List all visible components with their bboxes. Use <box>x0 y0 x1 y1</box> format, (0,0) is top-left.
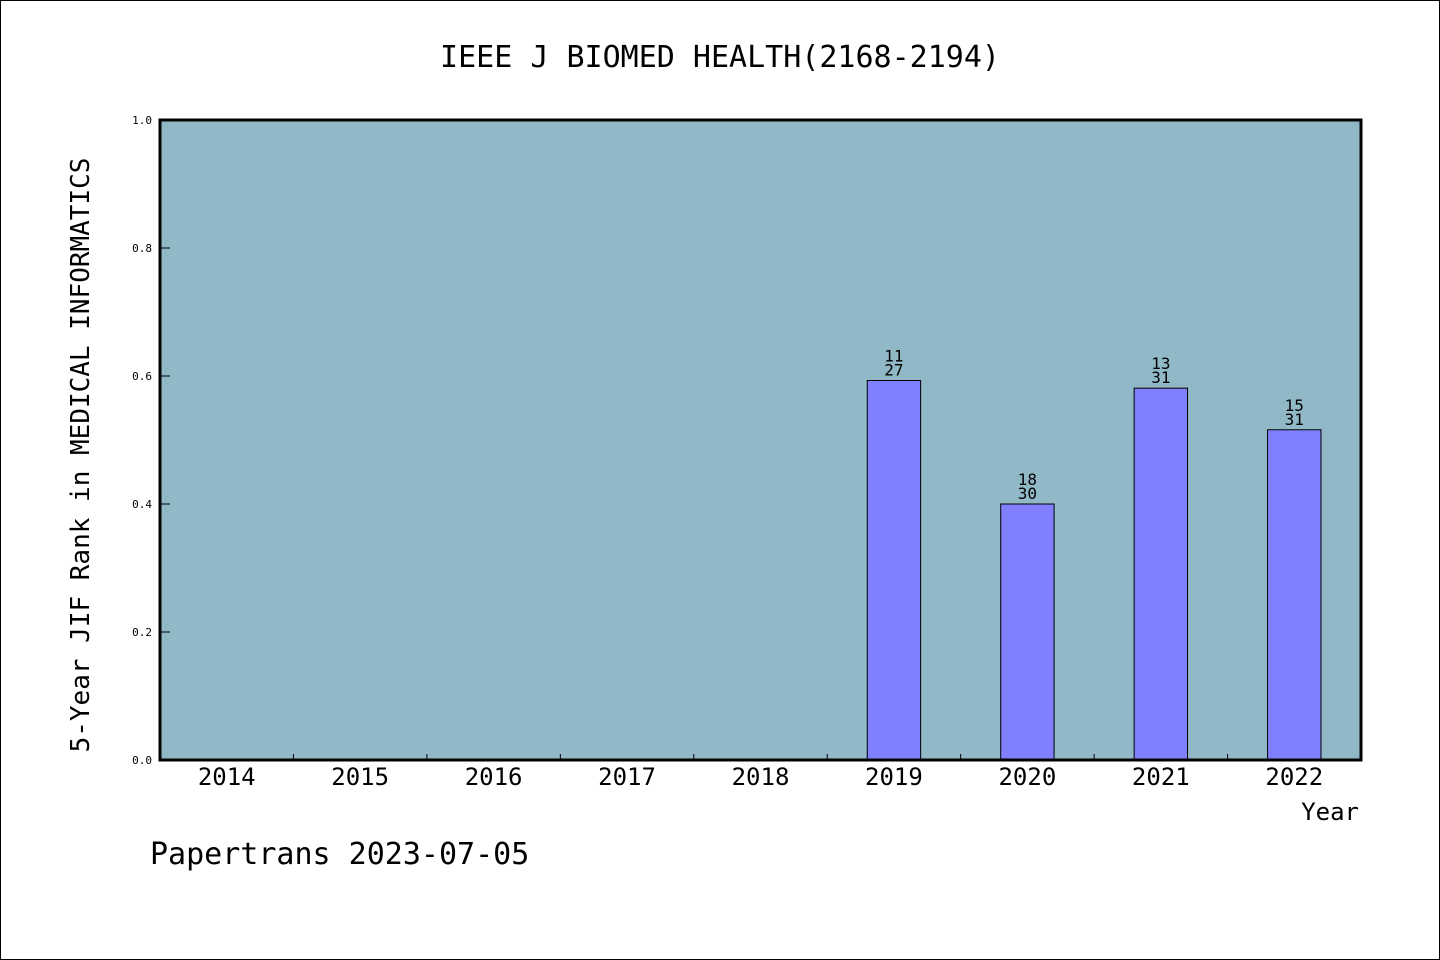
bar-label-total: 30 <box>1018 484 1037 503</box>
y-axis: 0.0 0.2 0.4 0.6 0.8 1.0 <box>132 114 170 767</box>
footer-credit: Papertrans 2023-07-05 <box>150 837 529 872</box>
y-tick-label: 0.6 <box>132 370 152 383</box>
x-tick-label: 2019 <box>865 763 923 791</box>
bar-label-rank: 18 <box>1018 470 1037 489</box>
x-tick-label: 2014 <box>198 763 256 791</box>
x-tick-label: 2018 <box>732 763 790 791</box>
bar-2019 <box>866 379 922 761</box>
bar-2020 <box>1000 503 1055 761</box>
bar-label-rank: 11 <box>884 346 903 365</box>
y-tick-label: 1.0 <box>132 114 152 127</box>
x-tick-label: 2021 <box>1132 763 1190 791</box>
bars-layer <box>866 379 1322 761</box>
y-tick-label: 0.4 <box>132 498 152 511</box>
bar-label-total: 31 <box>1151 368 1170 387</box>
bar-label-rank: 15 <box>1285 396 1304 415</box>
y-axis-label: 5-Year JIF Rank in MEDICAL INFORMATICS <box>66 158 96 753</box>
x-axis: 2014 2015 2016 2017 2018 2019 2020 2021 2022 <box>198 754 1323 791</box>
chart-title: IEEE J BIOMED HEALTH(2168-2194) <box>440 40 1000 75</box>
x-tick-label: 2015 <box>331 763 389 791</box>
x-tick-label: 2020 <box>998 763 1056 791</box>
bar-label-total: 31 <box>1285 410 1304 429</box>
y-tick-label: 0.8 <box>132 242 152 255</box>
bar-label-total: 27 <box>884 360 903 379</box>
bar-label-rank: 13 <box>1151 354 1170 373</box>
y-tick-label: 0.2 <box>132 626 152 639</box>
bar-2022 <box>1267 429 1322 761</box>
plot-border <box>158 118 1363 762</box>
y-tick-label: 0.0 <box>132 754 152 767</box>
x-axis-label: Year <box>1301 798 1359 826</box>
x-tick-label: 2016 <box>465 763 523 791</box>
x-tick-label: 2022 <box>1265 763 1323 791</box>
bar-2021 <box>1133 387 1189 761</box>
x-tick-label: 2017 <box>598 763 656 791</box>
